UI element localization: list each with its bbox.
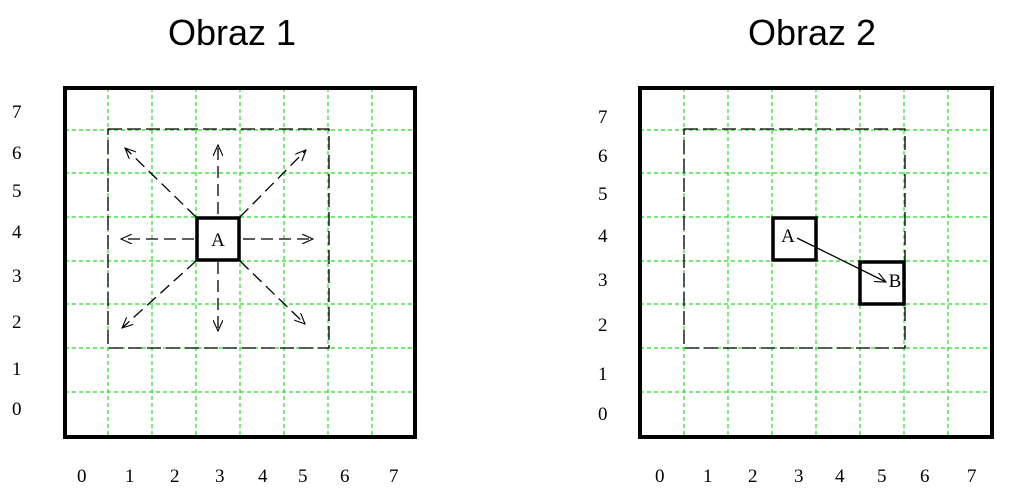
fig1-y-label-0: 0 bbox=[12, 399, 22, 420]
fig2-block-b bbox=[858, 260, 906, 306]
fig2-x-label-5: 5 bbox=[877, 466, 887, 487]
fig1-x-label-6: 6 bbox=[340, 466, 350, 487]
fig1-block-a-label: A bbox=[211, 230, 225, 251]
fig2-y-label-3: 3 bbox=[598, 270, 608, 291]
figure-2-title: Obraz 2 bbox=[748, 12, 877, 53]
arrow-down-left bbox=[122, 260, 197, 328]
figure-1-title: Obraz 1 bbox=[168, 12, 297, 53]
fig1-y-label-6: 6 bbox=[12, 143, 22, 164]
fig1-frame bbox=[63, 86, 417, 439]
fig1-search-window bbox=[107, 128, 330, 349]
fig1-x-label-7: 7 bbox=[389, 466, 399, 487]
fig2-y-label-5: 5 bbox=[598, 184, 608, 205]
fig2-x-label-1: 1 bbox=[703, 466, 713, 487]
fig2-x-label-0: 0 bbox=[655, 466, 665, 487]
fig2-x-label-2: 2 bbox=[748, 466, 758, 487]
fig1-grid bbox=[65, 88, 415, 437]
fig2-x-label-3: 3 bbox=[794, 466, 804, 487]
fig2-x-label-6: 6 bbox=[920, 466, 930, 487]
fig1-block-a bbox=[195, 216, 241, 262]
fig2-y-label-2: 2 bbox=[598, 315, 608, 336]
arrow-up-right bbox=[239, 150, 306, 218]
fig2-block-a-label: A bbox=[781, 226, 795, 247]
fig2-y-label-7: 7 bbox=[598, 107, 608, 128]
fig2-motion-vector bbox=[796, 237, 886, 282]
fig2-search-window bbox=[683, 128, 906, 349]
fig2-x-label-4: 4 bbox=[835, 466, 845, 487]
fig2-y-label-6: 6 bbox=[598, 146, 608, 167]
fig2-frame bbox=[638, 86, 994, 439]
fig1-y-label-2: 2 bbox=[12, 312, 22, 333]
fig1-x-label-2: 2 bbox=[170, 466, 180, 487]
fig1-x-label-4: 4 bbox=[258, 466, 268, 487]
fig1-y-label-3: 3 bbox=[12, 266, 22, 287]
fig1-y-label-1: 1 bbox=[12, 359, 22, 380]
fig2-grid bbox=[640, 88, 992, 437]
arrow-up-left bbox=[125, 148, 197, 218]
fig2-y-label-0: 0 bbox=[598, 404, 608, 425]
fig2-block-b-label: B bbox=[889, 271, 902, 292]
arrow-down-right bbox=[239, 260, 305, 324]
fig2-x-label-7: 7 bbox=[967, 466, 977, 487]
fig2-y-label-4: 4 bbox=[598, 226, 608, 247]
fig2-block-a bbox=[771, 216, 818, 262]
fig1-y-label-5: 5 bbox=[12, 181, 22, 202]
figure-2: A B bbox=[638, 86, 994, 439]
fig1-x-label-5: 5 bbox=[298, 466, 308, 487]
fig1-arrows bbox=[121, 145, 313, 331]
fig1-y-label-7: 7 bbox=[12, 102, 22, 123]
fig2-y-label-1: 1 bbox=[598, 364, 608, 385]
fig1-y-label-4: 4 bbox=[12, 222, 22, 243]
fig1-x-label-1: 1 bbox=[125, 466, 135, 487]
fig1-x-label-3: 3 bbox=[215, 466, 225, 487]
fig1-x-label-0: 0 bbox=[77, 466, 87, 487]
figure-1: A bbox=[63, 86, 417, 439]
